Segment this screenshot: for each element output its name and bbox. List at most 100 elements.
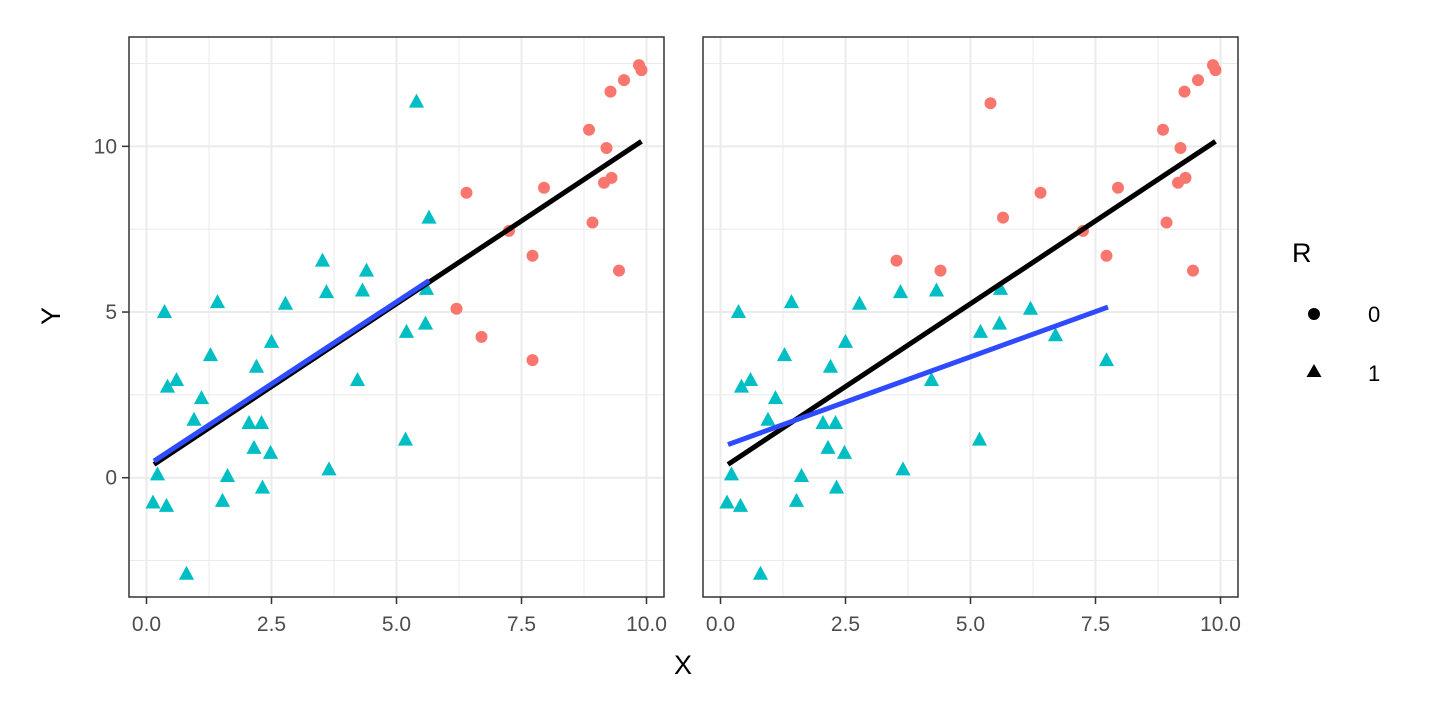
data-point-r1	[1098, 352, 1115, 367]
data-point-r1	[733, 378, 750, 393]
data-point-r0	[890, 254, 903, 267]
data-point-r1	[168, 371, 185, 386]
data-point-r0	[984, 97, 997, 110]
data-point-r1	[928, 282, 945, 297]
data-point-r1	[241, 415, 257, 430]
data-point-r1	[254, 479, 271, 494]
data-point-r0	[1100, 249, 1113, 262]
data-point-r1	[156, 304, 173, 319]
legend-key-circle	[1308, 308, 1320, 320]
data-point-r0	[526, 249, 539, 262]
data-point-r0	[460, 186, 473, 199]
legend-title: R	[1292, 238, 1312, 268]
data-point-r1	[776, 347, 793, 362]
data-point-r1	[358, 262, 375, 277]
x-tick-label: 0.0	[706, 613, 735, 636]
data-point-r1	[397, 431, 414, 446]
fit-line-subset	[152, 278, 431, 464]
data-point-r1	[851, 295, 868, 310]
data-point-r0	[997, 211, 1009, 224]
data-point-r1	[1022, 300, 1039, 315]
data-point-r1	[158, 497, 175, 512]
data-point-r1	[837, 333, 854, 348]
data-point-r1	[178, 565, 195, 580]
data-point-r1	[262, 444, 279, 459]
x-tick-label: 0.0	[132, 613, 161, 636]
data-point-r0	[586, 216, 599, 229]
data-point-r0	[526, 354, 539, 367]
data-point-r0	[1157, 123, 1169, 136]
data-point-r1	[246, 439, 262, 454]
data-point-r1	[723, 466, 740, 481]
y-tick-label: 10	[94, 135, 117, 158]
x-tick-label: 7.5	[1081, 613, 1110, 636]
data-point-r0	[1192, 74, 1204, 87]
data-point-r1	[248, 358, 265, 373]
data-point-r1	[752, 565, 769, 580]
data-point-r1	[828, 479, 845, 494]
data-point-r1	[742, 371, 759, 386]
y-tick-label: 5	[105, 301, 117, 324]
data-point-r0	[538, 181, 550, 194]
data-point-r0	[1034, 186, 1047, 199]
y-axis: 0 5 10	[94, 135, 129, 490]
fit-line-subset	[727, 304, 1109, 447]
data-point-r1	[793, 468, 810, 483]
x-tick-label: 7.5	[507, 613, 536, 636]
legend: R 0 1	[1292, 238, 1380, 386]
data-point-r1	[214, 492, 231, 507]
data-point-r1	[321, 461, 337, 476]
data-point-r1	[417, 315, 434, 330]
data-point-r1	[892, 284, 909, 299]
data-point-r1	[193, 390, 210, 405]
panel-left	[128, 36, 665, 598]
data-point-r1	[263, 333, 280, 348]
data-point-r1	[159, 378, 176, 393]
legend-label-0: 0	[1368, 302, 1380, 327]
y-tick-label: 0	[105, 467, 117, 490]
data-point-r1	[318, 284, 335, 299]
data-point-r1	[788, 492, 805, 507]
data-point-r1	[971, 431, 988, 446]
data-point-r0	[1174, 142, 1187, 155]
data-point-r1	[354, 282, 371, 297]
y-axis-title: Y	[36, 307, 66, 325]
data-point-r0	[605, 171, 618, 184]
data-point-r0	[934, 264, 947, 277]
fit-line-full	[726, 139, 1217, 467]
data-point-r1	[314, 252, 331, 267]
x-axis-title: X	[674, 650, 692, 680]
data-point-r1	[991, 315, 1008, 330]
data-point-r1	[895, 461, 911, 476]
data-point-r1	[398, 323, 415, 338]
data-point-r1	[408, 93, 425, 108]
data-point-r1	[820, 439, 836, 454]
data-point-r0	[613, 264, 625, 277]
data-point-r1	[767, 390, 784, 405]
data-point-r1	[1047, 327, 1064, 342]
data-point-r0	[618, 74, 630, 87]
data-point-r1	[421, 209, 437, 224]
legend-label-1: 1	[1368, 361, 1380, 386]
x-tick-label: 2.5	[831, 613, 860, 636]
data-point-r0	[1187, 264, 1199, 277]
data-point-r0	[604, 85, 617, 98]
data-point-r0	[1178, 85, 1191, 98]
data-point-r1	[209, 294, 226, 309]
data-point-r0	[600, 142, 613, 155]
data-point-r1	[822, 358, 839, 373]
data-point-r1	[149, 466, 166, 481]
x-tick-label: 10.0	[1200, 613, 1241, 636]
legend-key-triangle	[1306, 364, 1322, 377]
data-point-r1	[349, 371, 366, 386]
x-tick-label: 5.0	[382, 613, 411, 636]
data-point-r1	[730, 304, 747, 319]
data-point-r1	[186, 411, 202, 426]
data-point-r1	[923, 371, 940, 386]
data-point-r1	[836, 444, 853, 459]
x-tick-label: 2.5	[257, 613, 286, 636]
data-point-r0	[1209, 64, 1222, 77]
data-point-r1	[277, 295, 294, 310]
data-point-r0	[1179, 171, 1192, 184]
